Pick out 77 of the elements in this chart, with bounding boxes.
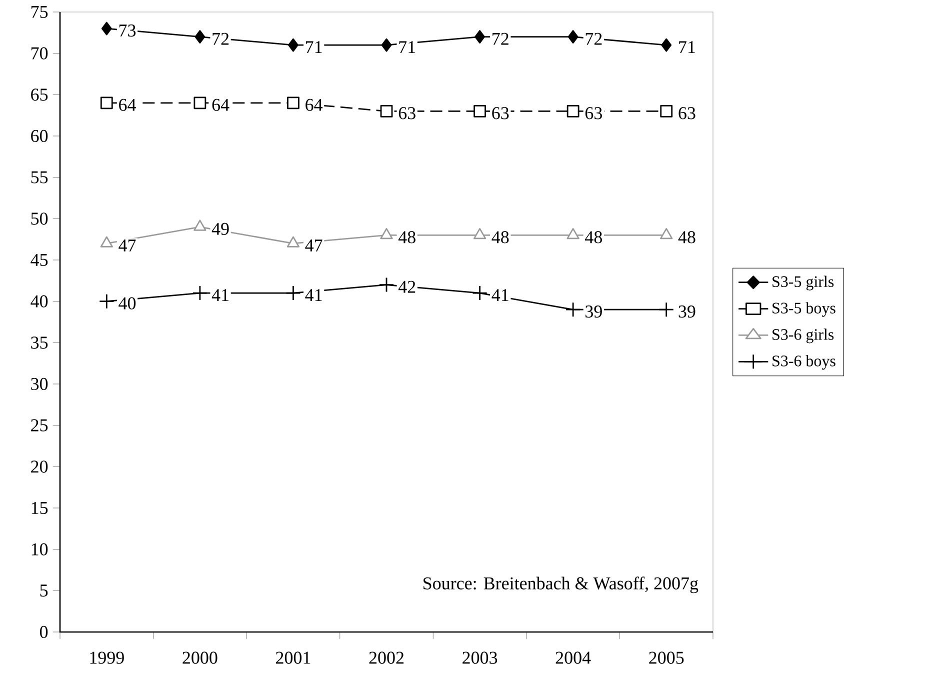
data-label: 71: [306, 41, 322, 53]
point: [566, 105, 580, 118]
data-label: 47: [305, 240, 322, 252]
data-label: 48: [492, 231, 509, 244]
point: [661, 38, 672, 52]
x-tick-label: 2004: [556, 652, 591, 664]
data-label: 72: [492, 32, 508, 45]
data-label: 72: [212, 32, 229, 45]
point: [472, 285, 488, 301]
data-label: 48: [398, 231, 416, 244]
data-label: 72: [586, 32, 602, 45]
y-tick-label: 50: [31, 212, 48, 225]
point: [380, 105, 393, 118]
data-label: 39: [586, 306, 602, 318]
data-label: 42: [398, 280, 416, 293]
legend-label: S3-5 girls: [772, 276, 834, 290]
data-label: 64: [212, 98, 230, 111]
x-tick-label: 2002: [369, 652, 404, 664]
data-label: 49: [212, 222, 229, 235]
point: [287, 96, 300, 110]
point: [192, 285, 208, 301]
point: [474, 105, 486, 118]
y-tick-label: 5: [40, 584, 48, 597]
data-label: 64: [119, 98, 136, 111]
legend-label: S3-6 boys: [772, 355, 836, 370]
annotation: Source: Breitenbach & Wasoff, 2007g: [424, 576, 698, 594]
point: [194, 96, 206, 110]
point: [381, 38, 392, 52]
point: [101, 22, 112, 36]
point: [474, 30, 485, 44]
y-tick-label: 60: [31, 130, 48, 142]
y-tick-label: 20: [31, 460, 48, 473]
data-label: 40: [118, 297, 136, 310]
data-label: 63: [492, 107, 509, 120]
y-tick-label: 65: [31, 88, 48, 101]
point: [568, 30, 578, 44]
y-tick-label: 15: [32, 502, 48, 514]
y-tick-label: 45: [30, 254, 48, 266]
x-tick-label: 2005: [649, 652, 684, 664]
data-label: 63: [398, 107, 416, 120]
data-label: 48: [585, 231, 602, 244]
data-label: 48: [678, 231, 696, 244]
data-label: 71: [679, 41, 695, 53]
data-label: 64: [306, 98, 323, 111]
point: [658, 302, 674, 318]
data-label: 39: [678, 306, 696, 318]
legend-label: S3-6 girls: [772, 328, 834, 344]
y-tick-label: 40: [30, 295, 48, 308]
x-tick-label: 2003: [462, 652, 498, 664]
point: [565, 302, 581, 318]
x-tick-label: 2000: [182, 652, 218, 664]
y-tick-label: 0: [40, 626, 48, 638]
data-label: 41: [212, 289, 228, 301]
point: [194, 30, 206, 44]
y-tick-label: 75: [31, 6, 48, 18]
y-tick-label: 35: [31, 336, 48, 349]
point: [378, 277, 394, 292]
data-label: 41: [305, 289, 322, 301]
data-label: 71: [399, 41, 416, 53]
data-label: 47: [118, 240, 136, 252]
y-tick-label: 70: [31, 47, 48, 60]
legend-label: S3-5 boys: [772, 302, 836, 317]
y-tick-label: 25: [31, 419, 48, 432]
y-tick-label: 30: [31, 378, 48, 390]
y-tick-label: 55: [31, 171, 48, 184]
x-tick-label: 1999: [90, 652, 124, 664]
x-tick-label: 2001: [276, 652, 310, 664]
point: [100, 96, 113, 110]
point: [288, 38, 298, 52]
data-label: 73: [119, 24, 136, 37]
point: [660, 105, 673, 118]
data-label: 63: [678, 107, 696, 120]
point: [98, 294, 114, 310]
data-label: 41: [492, 289, 508, 301]
y-tick-label: 10: [32, 543, 48, 556]
point: [286, 285, 301, 301]
data-label: 63: [585, 107, 602, 120]
